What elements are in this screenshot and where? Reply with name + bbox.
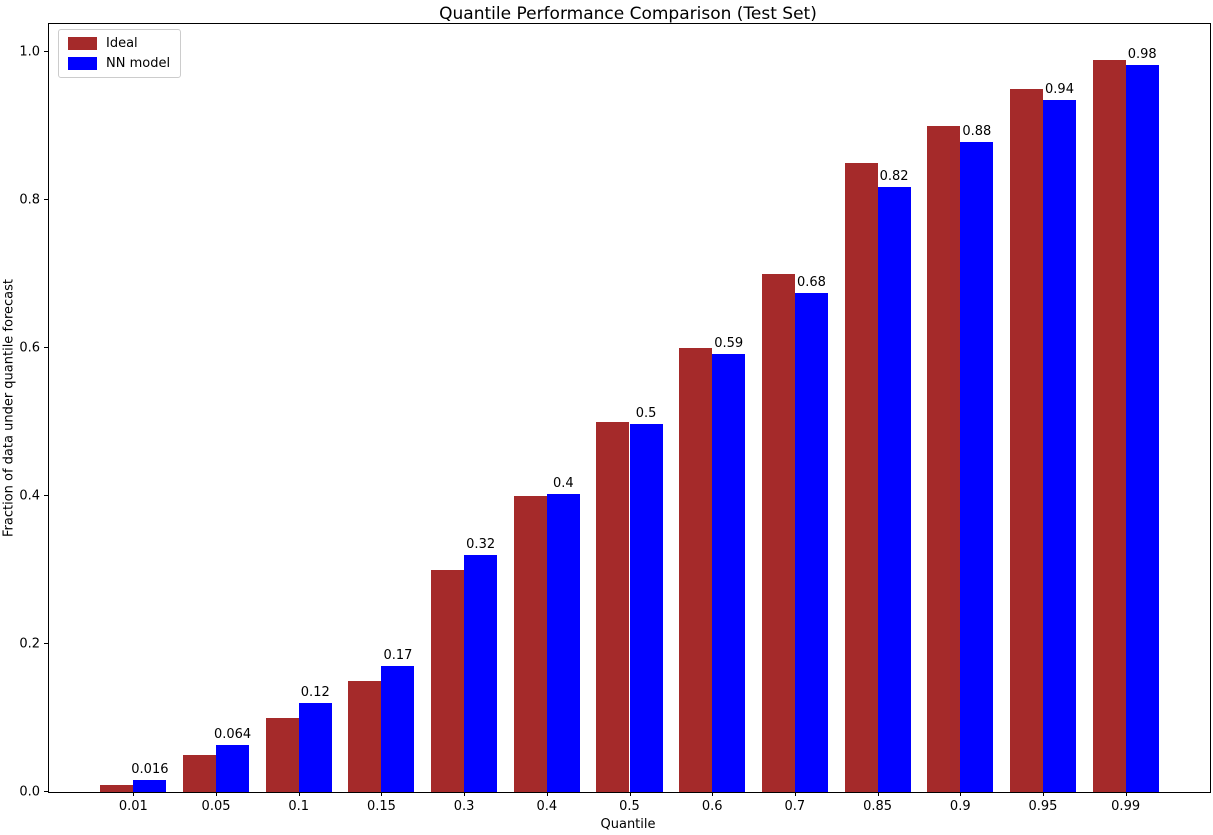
y-tick-mark [44, 51, 48, 53]
y-tick-mark [44, 199, 48, 201]
bar-nn-model [381, 666, 415, 792]
y-tick-label: 0.2 [19, 636, 40, 652]
bar-ideal [513, 496, 547, 792]
bar-value-label: 0.12 [300, 685, 330, 701]
bar-ideal [927, 126, 961, 792]
x-tick-label: 0.85 [863, 799, 893, 814]
x-tick-mark [381, 792, 383, 796]
x-tick-mark [298, 792, 300, 796]
y-tick-mark [44, 495, 48, 497]
x-tick-mark [1125, 792, 1127, 796]
x-axis-label: Quantile [600, 817, 656, 832]
bar-nn-model [960, 141, 994, 792]
x-tick-label: 0.4 [536, 799, 558, 814]
y-tick-label: 0.0 [19, 784, 40, 800]
x-tick-label: 0.15 [366, 799, 396, 814]
x-tick-mark [133, 792, 135, 796]
bar-ideal [182, 755, 217, 792]
bar-nn-model [877, 186, 911, 792]
y-tick-mark [44, 347, 48, 349]
plot-area: Ideal NN model 0.016 0.01 0.064 0.05 0.12 0.1… [19, 23, 1211, 814]
x-tick-mark [629, 792, 631, 796]
y-axis-label: Fraction of data under quantile forecast [1, 278, 17, 538]
chart-title: Quantile Performance Comparison (Test Se… [439, 4, 817, 24]
x-tick-mark [1042, 792, 1044, 796]
bar-value-label: 0.82 [879, 168, 909, 184]
bar-ideal [1009, 89, 1043, 792]
bar-value-label: 0.94 [1045, 82, 1074, 98]
x-tick-label: 0.05 [201, 799, 231, 814]
bar-value-label: 0.016 [131, 762, 169, 778]
bar-ideal [679, 348, 713, 792]
x-tick-label: 0.5 [619, 799, 640, 814]
ideal-swatch-icon [68, 37, 97, 50]
x-tick-label: 0.99 [1111, 799, 1141, 814]
bar-value-label: 0.4 [553, 475, 574, 491]
bar-nn-model [546, 493, 580, 792]
legend-label-ideal: Ideal [106, 36, 138, 51]
bar-value-label: 0.5 [635, 406, 657, 422]
bar-nn-model [464, 555, 498, 792]
x-tick-label: 0.9 [949, 799, 971, 814]
y-tick-mark [44, 791, 48, 792]
bar-ideal [761, 274, 795, 792]
bar-nn-model [133, 780, 167, 792]
y-tick-label: 1.0 [19, 44, 40, 60]
bar-value-label: 0.064 [213, 726, 252, 742]
bar-nn-model [629, 424, 663, 792]
bar-ideal [100, 784, 134, 792]
bar-nn-model [712, 354, 746, 792]
x-tick-label: 0.95 [1028, 799, 1058, 814]
bar-ideal [844, 163, 878, 792]
bar-nn-model [1042, 100, 1077, 792]
legend-label-nn-model: NN model [106, 56, 171, 71]
bar-value-label: 0.32 [466, 537, 496, 553]
bar-ideal [265, 718, 299, 792]
nn-model-swatch-icon [68, 57, 97, 70]
y-tick-label: 0.6 [19, 340, 40, 356]
x-tick-mark [960, 792, 962, 796]
bar-nn-model [794, 292, 828, 792]
legend-item-nn-model: NN model [68, 57, 170, 70]
x-tick-mark [216, 792, 218, 796]
bar-nn-model [216, 744, 250, 792]
x-tick-label: 0.7 [784, 799, 806, 814]
x-tick-label: 0.3 [453, 799, 475, 814]
x-tick-label: 0.6 [701, 799, 723, 814]
legend: Ideal NN model [58, 29, 182, 78]
bar-ideal [348, 681, 382, 792]
y-tick-label: 0.4 [19, 488, 40, 504]
bar-value-label: 0.68 [796, 274, 826, 290]
bar-value-label: 0.59 [714, 336, 744, 351]
x-tick-mark [794, 792, 796, 796]
x-tick-mark [877, 792, 879, 796]
x-tick-mark [546, 792, 548, 796]
bar-ideal [1092, 59, 1126, 792]
bar-ideal [596, 422, 630, 792]
x-tick-mark [464, 792, 466, 796]
bar-value-label: 0.98 [1127, 46, 1157, 62]
y-tick-label: 0.8 [19, 192, 40, 208]
x-tick-mark [712, 792, 714, 796]
x-tick-label: 0.01 [118, 799, 148, 814]
y-tick-mark [44, 643, 48, 645]
bar-ideal [431, 570, 465, 792]
bar-nn-model [298, 703, 332, 792]
bar-nn-model [1125, 64, 1159, 792]
bar-value-label: 0.88 [962, 123, 992, 139]
bar-value-label: 0.17 [383, 648, 413, 664]
legend-item-ideal: Ideal [68, 37, 170, 50]
x-tick-label: 0.1 [288, 799, 310, 814]
